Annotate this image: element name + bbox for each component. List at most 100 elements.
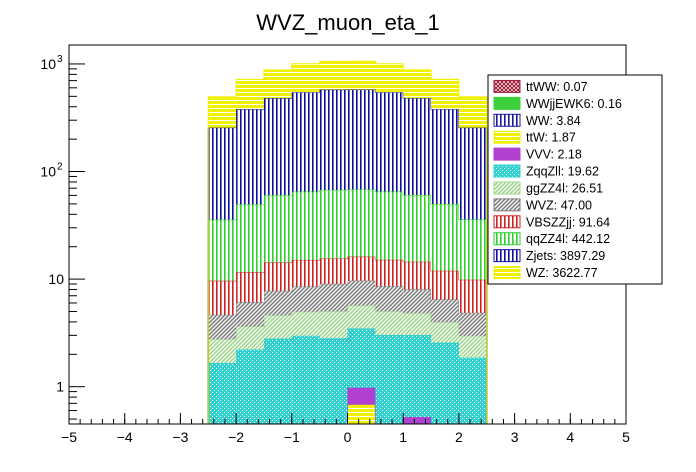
bar-WVZ-2 bbox=[263, 290, 292, 316]
x-tick-label: 3 bbox=[511, 429, 519, 445]
bar-WZ-6 bbox=[375, 63, 404, 93]
legend-swatch bbox=[493, 113, 521, 127]
legend-label: ttWW: 0.07 bbox=[526, 80, 588, 94]
legend-label: WVZ: 47.00 bbox=[526, 198, 592, 212]
legend-label: qqZZ4l: 442.12 bbox=[526, 232, 610, 246]
x-tick-label: −1 bbox=[284, 429, 300, 445]
bar-WZ-3 bbox=[291, 63, 320, 93]
series-WZ bbox=[207, 60, 488, 424]
bar-Zjets-1 bbox=[236, 109, 264, 205]
legend-label: Zjets: 3897.29 bbox=[526, 249, 605, 263]
bar-VBSZZjj-5 bbox=[347, 256, 376, 281]
legend-swatch bbox=[493, 198, 521, 212]
legend-label: ZqqZll: 19.62 bbox=[526, 165, 599, 179]
y-tick-label: 10 bbox=[40, 56, 56, 72]
bar-Zjets-6 bbox=[375, 92, 404, 192]
bar-VBSZZjj-2 bbox=[263, 262, 292, 291]
bar-Zjets-7 bbox=[403, 98, 432, 195]
bar-qqZZ4l-3 bbox=[291, 191, 320, 260]
bar-WVZ-0 bbox=[208, 314, 237, 340]
y-tick-label: 10 bbox=[40, 164, 56, 180]
legend-label: ttW: 1.87 bbox=[526, 131, 576, 145]
bar-qqZZ4l-6 bbox=[375, 191, 404, 260]
bar-VBSZZjj-3 bbox=[291, 259, 320, 287]
x-tick-label: 0 bbox=[344, 429, 352, 445]
bar-ggZZ4l-3 bbox=[291, 311, 320, 336]
legend-entry-WWjjEWK6: WWjjEWK6: 0.16 bbox=[493, 96, 622, 111]
bar-ggZZ4l-2 bbox=[263, 315, 292, 339]
bar-VBSZZjj-4 bbox=[319, 258, 348, 284]
bar-ggZZ4l-0 bbox=[208, 339, 237, 363]
bar-WZ-7 bbox=[403, 69, 432, 99]
legend-swatch bbox=[493, 79, 521, 93]
legend-entry-WVZ: WVZ: 47.00 bbox=[493, 198, 592, 212]
bar-WVZ-3 bbox=[291, 286, 320, 312]
y-tick-label: 10 bbox=[48, 271, 64, 287]
legend-label: ggZZ4l: 26.51 bbox=[526, 181, 603, 195]
bar-WVZ-1 bbox=[236, 302, 264, 327]
legend-swatch bbox=[493, 232, 521, 246]
bar-Zjets-2 bbox=[263, 98, 292, 196]
bar-VBSZZjj-8 bbox=[431, 270, 459, 300]
legend-swatch bbox=[493, 130, 521, 144]
x-tick-label: −2 bbox=[228, 429, 244, 445]
legend-entry-WW: WW: 3.84 bbox=[493, 113, 581, 128]
bar-WVZ-6 bbox=[375, 286, 404, 312]
legend: ttWW: 0.07 WWjjEWK6: 0.16 WW: 3.84 ttW: 1.8… bbox=[487, 74, 663, 285]
bar-Zjets-9 bbox=[458, 127, 487, 220]
bar-qqZZ4l-0 bbox=[208, 219, 237, 281]
legend-label: VVV: 2.18 bbox=[526, 148, 582, 162]
legend-entry-ggZZ4l: ggZZ4l: 26.51 bbox=[493, 181, 603, 195]
bar-WZ-8 bbox=[431, 79, 459, 110]
bar-ZqqZll-1 bbox=[236, 349, 264, 424]
legend-entry-ZqqZll: ZqqZll: 19.62 bbox=[493, 164, 599, 179]
legend-swatch bbox=[493, 181, 521, 195]
legend-entry-WZ: WZ: 3622.77 bbox=[493, 266, 598, 280]
legend-label: WZ: 3622.77 bbox=[526, 266, 598, 280]
bar-ggZZ4l-7 bbox=[403, 313, 432, 336]
series-WVZ bbox=[207, 280, 488, 424]
legend-swatch bbox=[493, 164, 521, 178]
legend-swatch bbox=[493, 266, 521, 280]
legend-label: WW: 3.84 bbox=[526, 114, 581, 128]
bar-Zjets-8 bbox=[431, 109, 459, 204]
bar-Zjets-4 bbox=[319, 89, 348, 190]
legend-entry-qqZZ4l: qqZZ4l: 442.12 bbox=[493, 232, 610, 246]
outline-WZ bbox=[207, 60, 488, 424]
legend-swatch bbox=[493, 249, 521, 263]
x-tick-label: 2 bbox=[455, 429, 463, 445]
x-tick-label: 4 bbox=[566, 429, 574, 445]
bar-WZ-4 bbox=[319, 61, 348, 90]
bar-qqZZ4l-8 bbox=[431, 203, 459, 271]
y-tick-exponent: 3 bbox=[57, 54, 63, 65]
x-tick-label: −5 bbox=[61, 429, 77, 445]
bars-layer bbox=[207, 60, 488, 425]
series-Zjets bbox=[207, 89, 488, 424]
bar-ZqqZll-9 bbox=[458, 357, 487, 424]
bar-WZ-9 bbox=[458, 96, 487, 128]
bar-qqZZ4l-5 bbox=[347, 189, 376, 257]
bar-VBSZZjj-9 bbox=[458, 279, 487, 313]
bar-Zjets-5 bbox=[347, 89, 376, 190]
bar-VVV-5 bbox=[347, 387, 376, 405]
bar-qqZZ4l-7 bbox=[403, 194, 432, 262]
bar-ggZZ4l-1 bbox=[236, 326, 264, 350]
bar-VVV-7 bbox=[403, 417, 432, 424]
legend-swatch bbox=[493, 147, 521, 161]
legend-entry-Zjets: Zjets: 3897.29 bbox=[493, 249, 605, 263]
legend-entry-VBSZZjj: VBSZZjj: 91.64 bbox=[493, 215, 610, 229]
bar-WVZ-9 bbox=[458, 312, 487, 336]
series-VBSZZjj bbox=[207, 256, 488, 424]
legend-label: VBSZZjj: 91.64 bbox=[526, 215, 610, 229]
bar-ZqqZll-5 bbox=[347, 328, 376, 388]
bar-Zjets-3 bbox=[291, 92, 320, 192]
legend-entry-ttW: ttW: 1.87 bbox=[493, 130, 576, 145]
bar-Zjets-0 bbox=[208, 127, 237, 220]
bar-VBSZZjj-1 bbox=[236, 272, 264, 303]
legend-entry-ttWW: ttWW: 0.07 bbox=[493, 79, 588, 94]
bar-ZqqZll-7 bbox=[403, 335, 432, 418]
bar-WZ-2 bbox=[263, 69, 292, 99]
bar-qqZZ4l-9 bbox=[458, 219, 487, 280]
bar-WZ-1 bbox=[236, 79, 264, 110]
bar-ggZZ4l-8 bbox=[431, 322, 459, 343]
